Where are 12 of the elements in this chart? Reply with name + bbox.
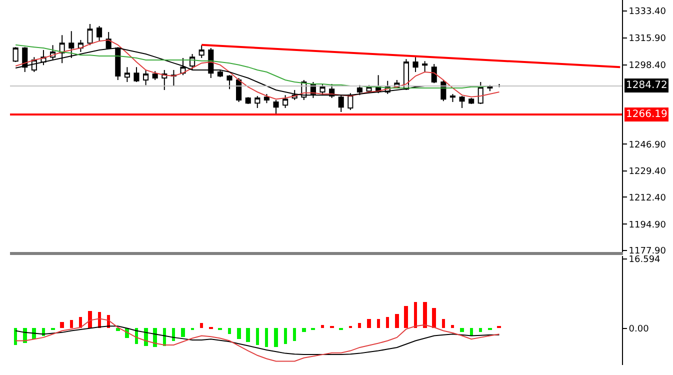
- y-tick-label: 1194.90: [628, 220, 666, 230]
- ref-line-label: 1266.19: [626, 109, 668, 120]
- y-tick-label: 1246.90: [628, 140, 666, 150]
- y-tick-label: 1229.40: [628, 167, 666, 178]
- ref-line-label: 1284.72: [626, 80, 668, 91]
- y-tick-label: 0.00: [628, 324, 650, 334]
- y-tick-label: 1333.40: [628, 7, 666, 18]
- y-tick-label: 1315.90: [628, 34, 666, 44]
- y-tick-label: 1177.90: [628, 246, 666, 256]
- y-tick-label: 1298.40: [628, 61, 666, 72]
- y-tick-label: 1212.40: [628, 193, 666, 204]
- y-tick-label: 16.594: [628, 255, 661, 266]
